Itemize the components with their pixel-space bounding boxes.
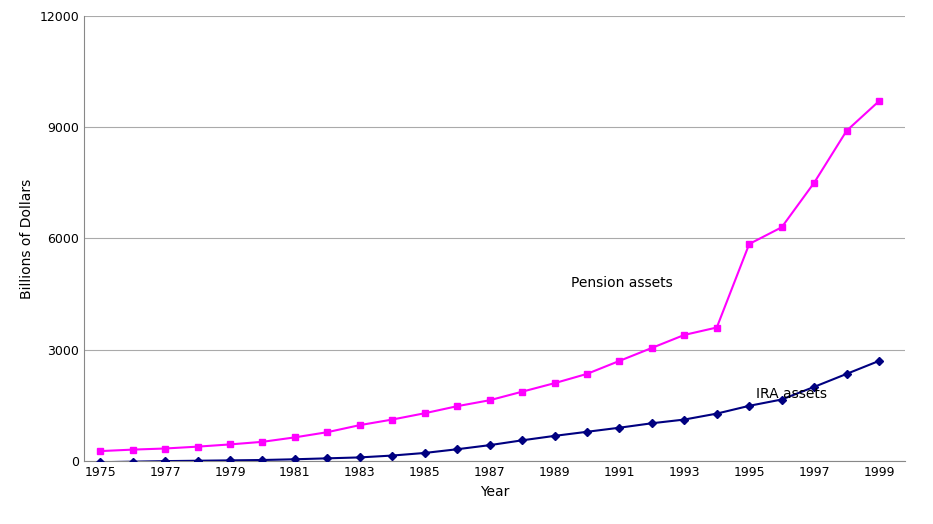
Y-axis label: Billions of Dollars: Billions of Dollars bbox=[20, 178, 34, 299]
Text: IRA assets: IRA assets bbox=[756, 387, 827, 401]
X-axis label: Year: Year bbox=[480, 485, 509, 498]
Text: Pension assets: Pension assets bbox=[571, 276, 673, 290]
